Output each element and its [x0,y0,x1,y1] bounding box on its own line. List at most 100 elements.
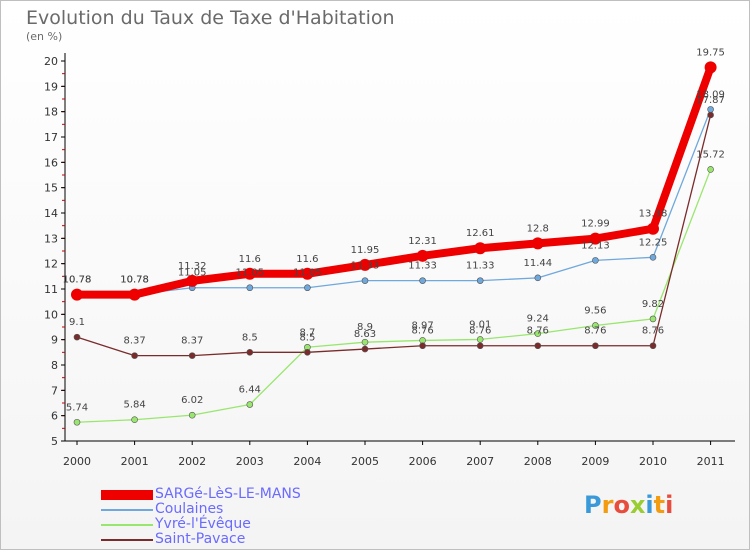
data-label-2: 9.01 [469,319,491,330]
legend-label-coulaines: Coulaines [155,501,224,517]
data-label-0: 11.95 [351,245,380,256]
data-point-3 [188,352,196,359]
data-point-0 [416,249,429,262]
data-label-0: 13.38 [639,209,668,220]
data-label-2: 9.82 [642,299,664,310]
data-point-2 [649,315,657,323]
data-label-1: 11.33 [408,261,437,272]
logo-letter: P [584,491,602,519]
data-label-3: 17.87 [696,95,725,106]
data-label-3: 8.37 [123,336,145,347]
y-tick-label: 12 [44,258,58,271]
data-point-2 [707,166,714,173]
data-label-2: 9.24 [527,314,549,325]
legend-swatch-coulaines [101,509,153,511]
series-line-2 [76,168,712,423]
logo-letter: i [665,491,674,519]
data-point-1 [592,257,599,264]
data-point-2 [476,336,484,343]
data-point-3 [361,345,369,353]
data-label-1: 10.78 [63,275,92,286]
data-label-0: 12.61 [466,228,495,239]
legend-label-saint-pavace: Saint-Pavace [155,531,246,547]
legend-item-coulaines: Coulaines [101,501,361,517]
x-tick-label: 2004 [293,455,321,468]
data-point-2 [73,418,81,426]
data-point-0 [474,242,487,255]
data-point-3 [304,349,311,356]
data-label-0: 12.31 [408,236,437,247]
data-label-2: 15.72 [696,149,725,160]
y-tick-label: 15 [44,182,58,195]
data-label-0: 11.6 [239,254,261,265]
y-tick-label: 10 [44,308,58,321]
series-line-0 [73,63,715,299]
logo-letter: i [645,491,654,519]
y-tick-label: 5 [51,435,58,448]
data-label-3: 8.5 [299,332,315,343]
y-tick-label: 16 [44,156,58,169]
data-point-0 [531,237,544,250]
logo-letter: o [613,491,630,519]
data-point-3 [649,342,657,350]
data-point-1 [476,277,484,284]
data-label-3: 8.76 [411,326,433,337]
data-point-3 [419,342,426,350]
series-line-3 [76,114,712,357]
y-tick-label: 6 [51,410,58,423]
data-point-3 [246,349,254,356]
y-tick-label: 14 [44,207,58,220]
data-label-1: 10.78 [120,275,149,286]
data-point-2 [534,330,542,337]
data-label-0: 19.75 [696,47,725,58]
data-point-0 [243,267,256,280]
data-point-1 [246,284,254,292]
data-label-1: 18.09 [696,89,725,100]
data-point-3 [592,342,599,350]
logo-letter: x [629,491,646,519]
x-tick-label: 2005 [351,455,379,468]
data-label-0: 12.8 [527,223,549,234]
data-point-0 [647,222,659,235]
legend-label-sarge: SARGé-LèS-LE-MANS [155,486,301,502]
legend-label-yvre: Yvré-l'Évêque [155,516,251,532]
logo-letter: r [601,491,614,519]
x-tick-label: 2001 [121,455,149,468]
data-point-0 [71,288,83,301]
data-label-1: 11.44 [523,258,552,269]
data-label-0: 11.32 [178,261,207,272]
y-tick-label: 17 [44,131,58,144]
logo-letter: t [653,491,666,519]
x-tick-label: 2000 [63,455,91,468]
data-label-1: 11.33 [351,261,380,272]
data-label-3: 8.76 [642,326,664,337]
data-point-0 [589,232,602,245]
legend-item-yvre: Yvré-l'Évêque [101,516,361,532]
data-label-3: 8.5 [242,332,258,343]
x-tick-label: 2009 [581,455,609,468]
legend-item-saint-pavace: Saint-Pavace [101,531,361,547]
data-point-3 [707,111,714,119]
x-tick-label: 2011 [697,455,725,468]
y-tick-label: 13 [44,232,58,245]
data-label-3: 8.76 [469,326,491,337]
data-label-1: 11.05 [293,268,322,279]
data-point-3 [476,342,484,350]
chart-title: Evolution du Taux de Taxe d'Habitation [26,7,395,29]
data-label-0: 12.99 [581,219,610,230]
data-point-2 [361,338,369,346]
x-tick-label: 2006 [409,455,437,468]
data-point-0 [186,274,199,287]
data-point-0 [301,267,314,280]
y-tick-label: 18 [44,106,58,119]
data-label-1: 11.05 [178,268,207,279]
data-point-2 [246,401,254,408]
data-label-2: 8.97 [411,320,433,331]
data-point-2 [131,416,138,424]
data-label-3: 8.63 [354,329,376,340]
data-point-0 [704,61,717,74]
legend-swatch-saint-pavace [101,539,153,541]
data-point-1 [361,277,369,284]
proxiti-logo: Proxiti [584,491,673,519]
